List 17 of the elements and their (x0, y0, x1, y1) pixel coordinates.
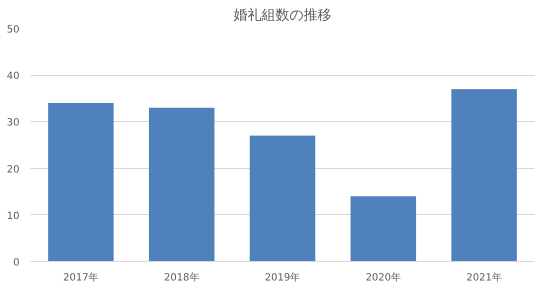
bar (451, 89, 517, 262)
x-tick-label: 2021年 (466, 272, 502, 284)
x-tick-label: 2020年 (366, 272, 402, 284)
x-tick-label: 2018年 (164, 272, 200, 284)
y-tick-label: 30 (6, 118, 20, 129)
y-tick-label: 10 (6, 210, 20, 222)
bar (148, 108, 214, 262)
bar (250, 136, 316, 262)
y-tick-label: 40 (6, 71, 20, 82)
x-tick-label: 2017年 (63, 272, 99, 284)
y-tick-label: 50 (6, 24, 20, 36)
chart-title: 婚礼組数の推移 (234, 8, 332, 24)
y-tick-label: 20 (6, 164, 20, 176)
x-tick-label: 2019年 (264, 272, 300, 284)
bar (48, 103, 114, 262)
y-tick-label: 0 (13, 258, 20, 268)
bar (350, 196, 416, 262)
